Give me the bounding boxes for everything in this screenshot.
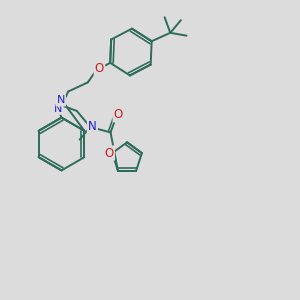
Text: O: O — [114, 108, 123, 121]
Text: O: O — [95, 62, 104, 75]
Text: N: N — [88, 120, 97, 133]
Text: N: N — [56, 95, 65, 105]
Text: O: O — [105, 147, 114, 160]
Text: N: N — [54, 104, 62, 114]
